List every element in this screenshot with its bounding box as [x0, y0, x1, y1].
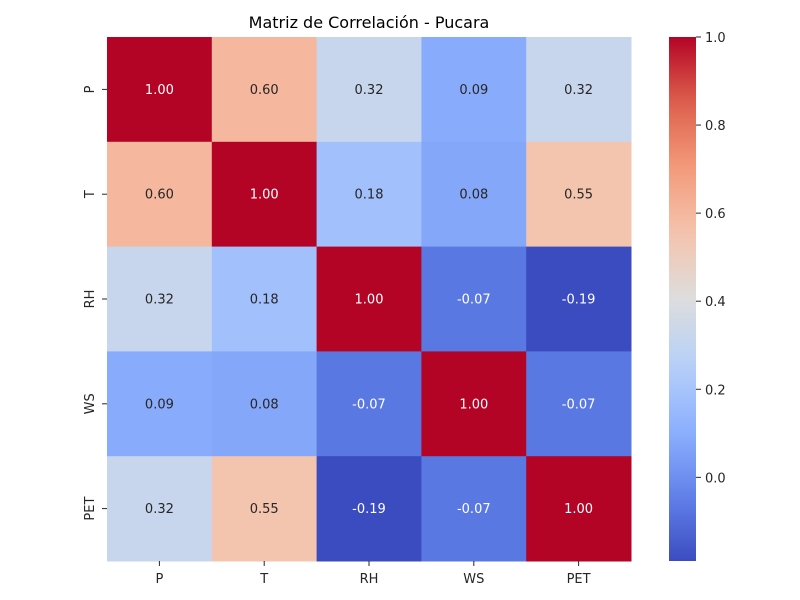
chart-title: Matriz de Correlación - Pucara — [249, 13, 490, 32]
y-tick-label: WS — [83, 393, 98, 414]
y-tick-label: P — [83, 85, 98, 93]
cell-value-label: -0.19 — [352, 502, 386, 517]
cell-PET-P — [107, 456, 213, 562]
cell-RH-RH — [316, 246, 422, 352]
cell-value-label: 0.09 — [459, 83, 488, 98]
cell-value-label: -0.07 — [457, 293, 491, 308]
y-tick-label: T — [83, 190, 98, 199]
colorbar-tick-label: 0.4 — [705, 295, 726, 310]
cell-T-WS — [421, 141, 527, 248]
cell-value-label: 0.08 — [459, 188, 488, 203]
y-tick-label: PET — [83, 497, 98, 521]
cell-value-label: 0.32 — [145, 502, 174, 517]
cell-P-WS — [421, 37, 527, 143]
cell-value-label: -0.07 — [457, 502, 491, 517]
cell-PET-WS — [421, 456, 527, 562]
cell-value-label: -0.07 — [352, 397, 386, 412]
cell-value-label: -0.07 — [562, 397, 596, 412]
cell-RH-P — [107, 246, 213, 352]
cell-WS-T — [211, 351, 318, 457]
y-tick-label: RH — [83, 290, 98, 309]
x-tick-label: RH — [360, 572, 379, 587]
cell-value-label: 0.55 — [250, 502, 279, 517]
cell-P-T — [211, 37, 318, 143]
cell-PET-PET — [526, 456, 632, 562]
cell-P-P — [107, 37, 213, 143]
cell-WS-PET — [526, 351, 632, 457]
x-axis: P T RH WS PET — [155, 561, 591, 587]
cell-value-label: 0.32 — [564, 83, 593, 98]
heatmap-cells: 1.00 0.60 0.32 0.09 0.32 0.60 1.00 0.18 0.08 0.55… — [107, 37, 632, 562]
cell-value-label: 1.00 — [459, 397, 488, 412]
colorbar-tick-label: 0.0 — [705, 471, 726, 486]
cell-value-label: 1.00 — [564, 502, 593, 517]
cell-value-label: 1.00 — [355, 293, 384, 308]
cell-value-label: 0.55 — [564, 188, 593, 203]
cell-RH-T — [211, 246, 318, 352]
colorbar-tick-label: 0.6 — [705, 207, 726, 222]
cell-value-label: 0.09 — [145, 397, 174, 412]
cell-value-label: 1.00 — [145, 83, 174, 98]
cell-RH-PET — [526, 246, 632, 352]
cell-T-RH — [316, 141, 422, 248]
colorbar-tick-label: 1.0 — [705, 31, 726, 46]
cell-value-label: -0.19 — [562, 293, 596, 308]
cell-WS-P — [107, 351, 213, 457]
colorbar: 0.0 0.2 0.4 0.6 0.8 1.0 — [669, 31, 726, 561]
cell-value-label: 0.32 — [145, 293, 174, 308]
cell-value-label: 0.18 — [355, 188, 384, 203]
cell-P-PET — [526, 37, 632, 143]
cell-value-label: 0.60 — [250, 83, 279, 98]
cell-value-label: 0.32 — [355, 83, 384, 98]
x-tick-label: T — [259, 572, 268, 587]
y-axis: P T RH WS PET — [83, 85, 107, 521]
x-tick-label: WS — [463, 572, 484, 587]
cell-WS-WS — [421, 351, 527, 457]
cell-T-T — [211, 141, 318, 248]
x-tick-label: P — [155, 572, 163, 587]
cell-P-RH — [316, 37, 422, 143]
colorbar-gradient — [669, 37, 696, 561]
cell-value-label: 0.18 — [250, 293, 279, 308]
cell-WS-RH — [316, 351, 422, 457]
cell-T-P — [107, 141, 213, 248]
colorbar-tick-label: 0.2 — [705, 383, 726, 398]
cell-value-label: 0.08 — [250, 397, 279, 412]
cell-T-PET — [526, 141, 632, 248]
x-tick-label: PET — [567, 572, 591, 587]
colorbar-tick-label: 0.8 — [705, 119, 726, 134]
cell-value-label: 1.00 — [250, 188, 279, 203]
cell-value-label: 0.60 — [145, 188, 174, 203]
cell-PET-T — [211, 456, 318, 562]
cell-PET-RH — [316, 456, 422, 562]
cell-RH-WS — [421, 246, 527, 352]
